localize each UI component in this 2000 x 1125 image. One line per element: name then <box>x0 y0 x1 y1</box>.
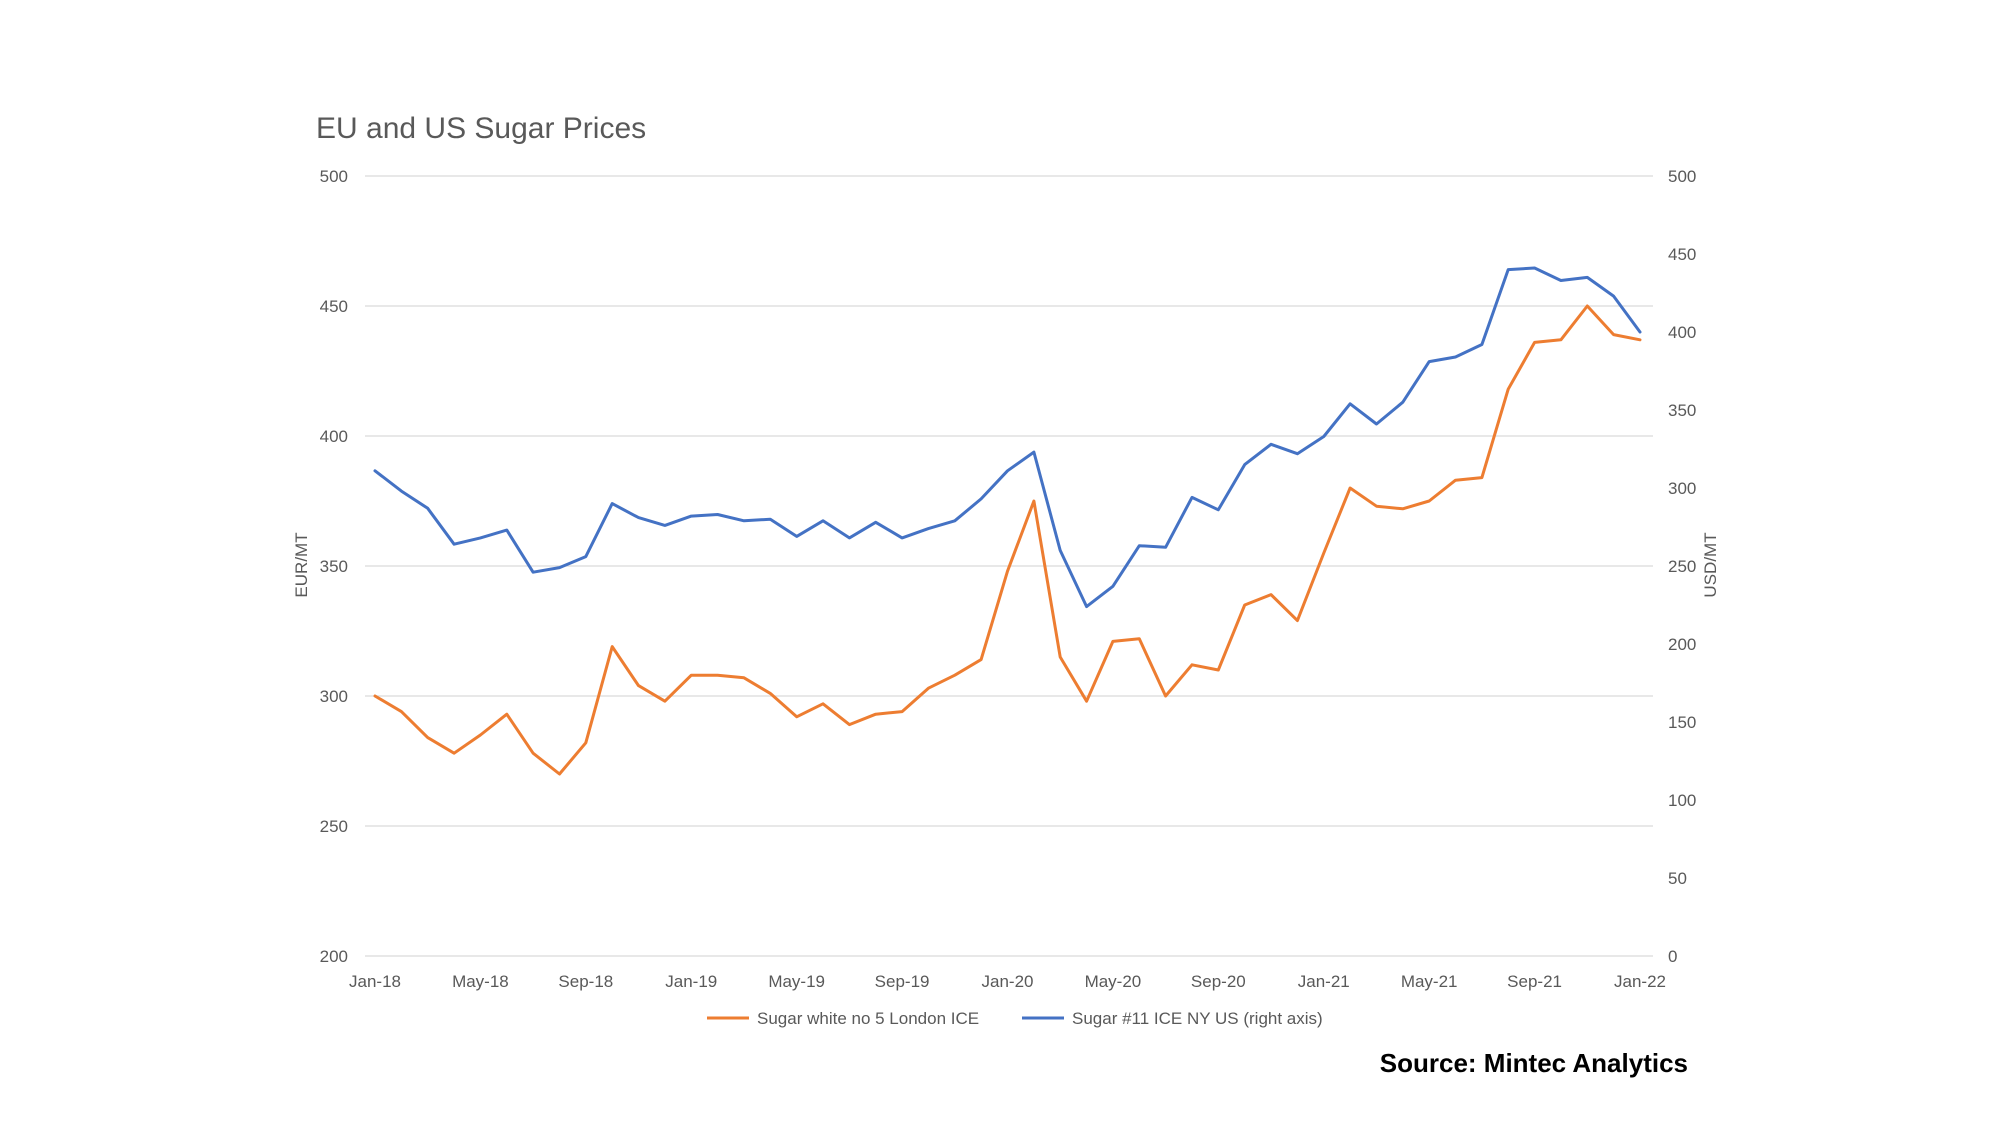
series-lines <box>373 266 1642 776</box>
legend-label-sugar-11: Sugar #11 ICE NY US (right axis) <box>1072 1009 1323 1028</box>
right-tick-label: 200 <box>1668 635 1696 654</box>
chart-title: EU and US Sugar Prices <box>316 112 646 145</box>
x-tick-label: May-21 <box>1401 972 1458 991</box>
left-tick-label: 200 <box>320 947 348 966</box>
right-tick-label: 500 <box>1668 167 1696 186</box>
series-line-sugar-11 <box>373 266 1642 609</box>
right-tick-label: 350 <box>1668 401 1696 420</box>
right-tick-label: 0 <box>1668 947 1677 966</box>
x-tick-label: Jan-22 <box>1614 972 1666 991</box>
x-axis-ticks: Jan-18 May-18 Sep-18 Jan-19 May-19 Sep-19 Jan-… <box>349 972 1666 991</box>
x-tick-label: Sep-18 <box>558 972 613 991</box>
x-tick-label: May-18 <box>452 972 509 991</box>
x-tick-label: Sep-20 <box>1191 972 1246 991</box>
series-line-sugar-white <box>373 304 1642 776</box>
right-tick-label: 100 <box>1668 791 1696 810</box>
right-tick-label: 50 <box>1668 869 1687 888</box>
x-tick-label: Sep-19 <box>875 972 930 991</box>
x-tick-label: Sep-21 <box>1507 972 1562 991</box>
left-axis-ticks: 500 450 400 350 300 250 200 <box>320 167 348 966</box>
left-tick-label: 250 <box>320 817 348 836</box>
right-tick-label: 400 <box>1668 323 1696 342</box>
legend-label-sugar-white: Sugar white no 5 London ICE <box>757 1009 979 1028</box>
left-tick-label: 400 <box>320 427 348 446</box>
x-tick-label: May-20 <box>1085 972 1142 991</box>
right-tick-label: 450 <box>1668 245 1696 264</box>
left-tick-label: 450 <box>320 297 348 316</box>
right-tick-label: 150 <box>1668 713 1696 732</box>
x-tick-label: Jan-19 <box>665 972 717 991</box>
right-axis-label: USD/MT <box>1701 532 1720 597</box>
legend: Sugar white no 5 London ICE Sugar #11 IC… <box>707 1009 1323 1028</box>
left-axis-label: EUR/MT <box>292 532 311 597</box>
x-tick-label: May-19 <box>768 972 825 991</box>
right-tick-label: 250 <box>1668 557 1696 576</box>
left-tick-label: 350 <box>320 557 348 576</box>
gridlines <box>365 175 1653 957</box>
left-tick-label: 500 <box>320 167 348 186</box>
x-tick-label: Jan-18 <box>349 972 401 991</box>
x-tick-label: Jan-20 <box>982 972 1034 991</box>
right-tick-label: 300 <box>1668 479 1696 498</box>
x-tick-label: Jan-21 <box>1298 972 1350 991</box>
source-note: Source: Mintec Analytics <box>1379 1048 1688 1078</box>
left-tick-label: 300 <box>320 687 348 706</box>
